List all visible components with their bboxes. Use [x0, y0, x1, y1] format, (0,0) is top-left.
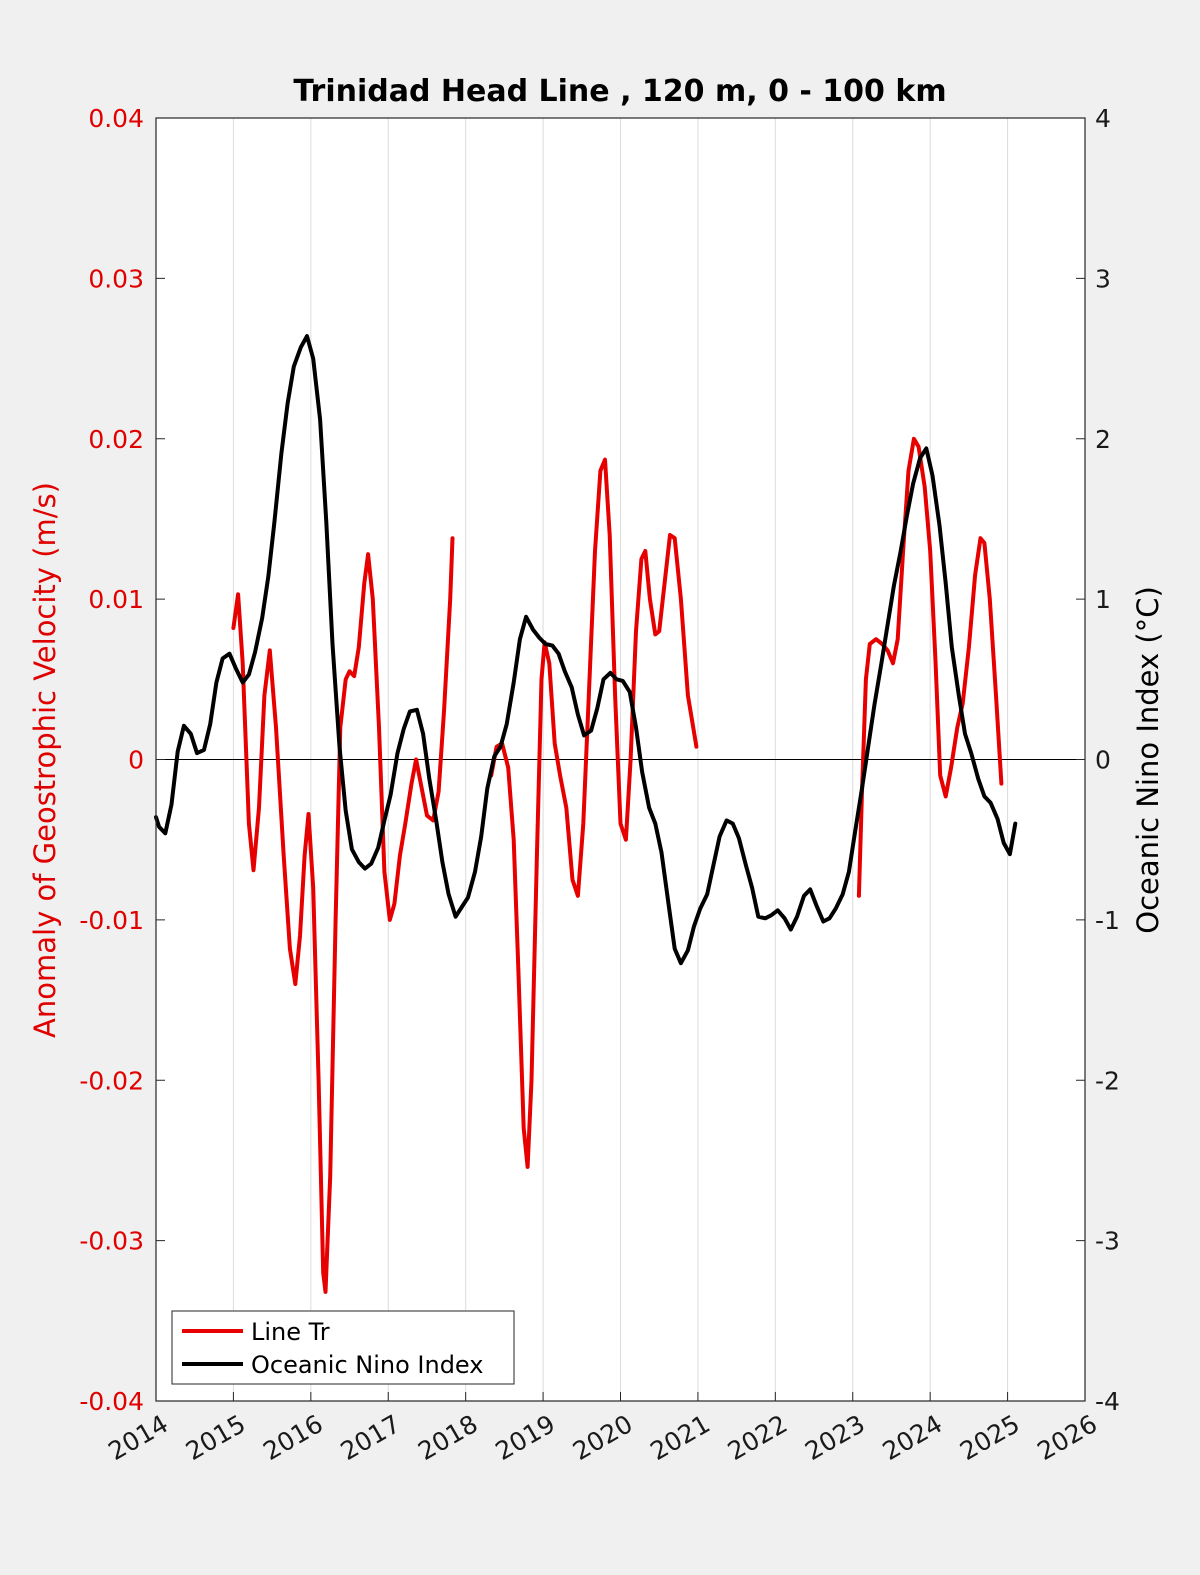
- right-y-tick-label: -4: [1095, 1387, 1120, 1416]
- left-y-tick-label: -0.01: [79, 906, 144, 935]
- right-y-tick-label: -3: [1095, 1227, 1120, 1256]
- series-line-tr: [856, 436, 1004, 898]
- series-oceanic-nino-index: [154, 334, 1018, 966]
- right-y-axis: 4 3 2 1 0 -1 -2 -3 -4: [1076, 104, 1120, 1416]
- right-y-tick-label: 1: [1095, 585, 1111, 614]
- right-y-axis-label: Oceanic Nino Index (°C): [1131, 586, 1165, 934]
- right-y-tick-label: -2: [1095, 1066, 1120, 1095]
- legend-label-oni: Oceanic Nino Index: [251, 1351, 483, 1379]
- right-y-tick-label: 2: [1095, 425, 1111, 454]
- left-y-tick-label: 0.02: [88, 425, 144, 454]
- left-y-tick-label: -0.04: [79, 1387, 144, 1416]
- series-lines: [154, 334, 1018, 1294]
- series-line-tr: [231, 536, 455, 1294]
- series-line-tr: [489, 457, 699, 1169]
- left-y-tick-label: -0.03: [79, 1227, 144, 1256]
- left-y-axis: 0.04 0.03 0.02 0.01 0 -0.01 -0.02 -0.03 -0.04: [79, 104, 165, 1416]
- legend-box: [171, 1310, 515, 1385]
- legend: Line Tr Oceanic Nino Index: [171, 1310, 515, 1385]
- chart-title: Trinidad Head Line , 120 m, 0 - 100 km: [293, 74, 946, 109]
- left-y-tick-label: 0.04: [88, 104, 144, 133]
- left-y-tick-label: 0.01: [88, 585, 144, 614]
- legend-label-line-tr: Line Tr: [251, 1318, 330, 1346]
- left-y-tick-label: 0.03: [88, 264, 144, 293]
- right-y-tick-label: 0: [1095, 746, 1111, 775]
- left-y-tick-label: 0: [128, 746, 144, 775]
- right-y-tick-label: 3: [1095, 264, 1111, 293]
- left-y-tick-label: -0.02: [79, 1066, 144, 1095]
- right-y-tick-label: -1: [1095, 906, 1120, 935]
- left-y-axis-label: Anomaly of Geostrophic Velocity (m/s): [28, 482, 62, 1038]
- right-y-tick-label: 4: [1095, 104, 1111, 133]
